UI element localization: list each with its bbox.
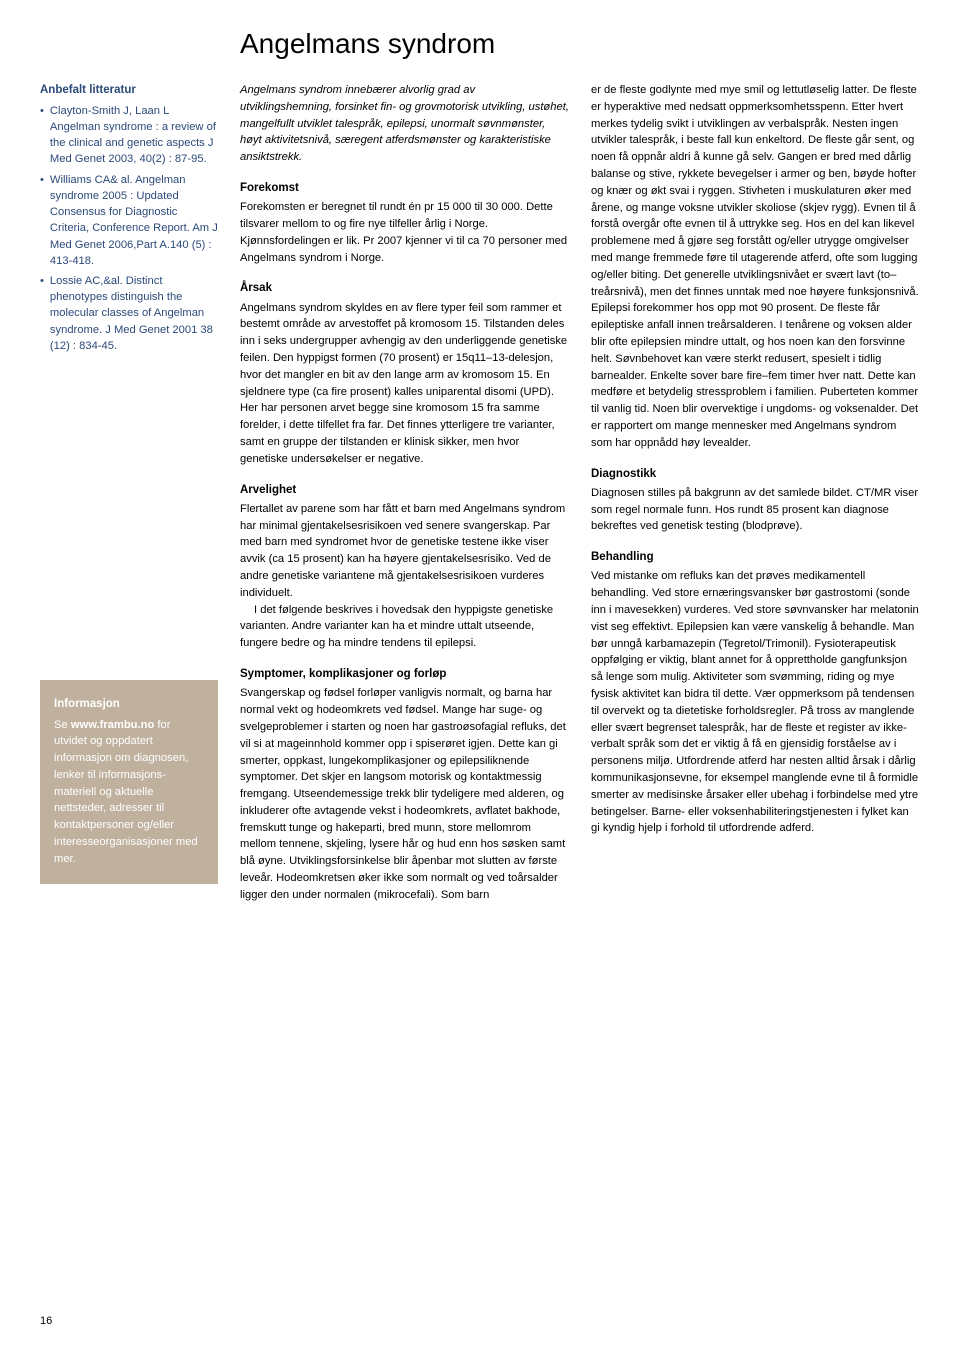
info-box: Informasjon Se www.frambu.no for utvidet… [40, 680, 218, 883]
section-heading-symptomer: Symptomer, komplikasjoner og forløp [240, 666, 569, 683]
literature-item: • Williams CA& al. Angelman syndrome 200… [40, 172, 218, 269]
literature-text: Lossie AC,&al. Distinct phenotypes disti… [50, 273, 218, 354]
page-number: 16 [40, 1315, 52, 1327]
info-prefix: Se [54, 719, 71, 731]
column-2: er de fleste godlynte med mye smil og le… [591, 82, 920, 904]
paragraph: Svangerskap og fødsel forløper vanligvis… [240, 685, 569, 903]
section-heading-behandling: Behandling [591, 549, 920, 566]
literature-item: • Clayton-Smith J, Laan L Angelman syndr… [40, 103, 218, 168]
column-1: Angelmans syndrom innebærer alvorlig gra… [240, 82, 569, 904]
sidebar: Anbefalt litteratur • Clayton-Smith J, L… [40, 82, 218, 904]
info-heading: Informasjon [54, 696, 204, 713]
paragraph: I det følgende beskrives i hovedsak den … [240, 602, 569, 652]
info-rest: for utvidet og oppdatert informasjon om … [54, 719, 198, 865]
bullet-icon: • [40, 103, 44, 168]
paragraph: Angelmans syndrom skyldes en av flere ty… [240, 300, 569, 468]
section-heading-diagnostikk: Diagnostikk [591, 466, 920, 483]
paragraph: er de fleste godlynte med mye smil og le… [591, 82, 920, 452]
literature-text: Williams CA& al. Angelman syndrome 2005 … [50, 172, 218, 269]
section-heading-arvelighet: Arvelighet [240, 482, 569, 499]
paragraph: Diagnosen stilles på bakgrunn av det sam… [591, 485, 920, 535]
info-link: www.frambu.no [71, 719, 155, 731]
document-page: Angelmans syndrom Anbefalt litteratur • … [0, 0, 960, 934]
page-title: Angelmans syndrom [240, 28, 920, 60]
bullet-icon: • [40, 273, 44, 354]
intro-paragraph: Angelmans syndrom innebærer alvorlig gra… [240, 82, 569, 166]
literature-heading: Anbefalt litteratur [40, 82, 218, 99]
paragraph: Forekomsten er beregnet til rundt én pr … [240, 199, 569, 266]
paragraph: Ved mistanke om refluks kan det prøves m… [591, 568, 920, 837]
section-heading-forekomst: Forekomst [240, 180, 569, 197]
bullet-icon: • [40, 172, 44, 269]
paragraph: Flertallet av parene som har fått et bar… [240, 501, 569, 602]
literature-text: Clayton-Smith J, Laan L Angelman syndrom… [50, 103, 218, 168]
text-columns: Angelmans syndrom innebærer alvorlig gra… [240, 82, 920, 904]
info-body: Se www.frambu.no for utvidet og oppdater… [54, 717, 204, 868]
section-heading-arsak: Årsak [240, 280, 569, 297]
literature-item: • Lossie AC,&al. Distinct phenotypes dis… [40, 273, 218, 354]
literature-block: Anbefalt litteratur • Clayton-Smith J, L… [40, 82, 218, 358]
main-layout: Anbefalt litteratur • Clayton-Smith J, L… [40, 82, 920, 904]
